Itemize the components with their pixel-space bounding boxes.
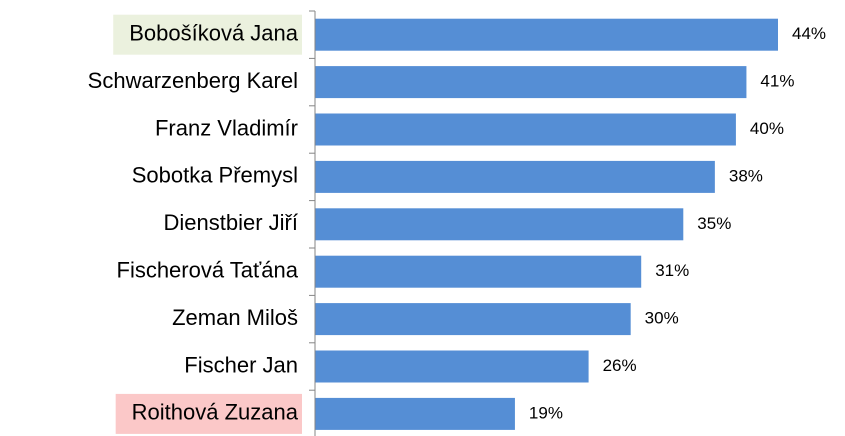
category-label: Fischer Jan xyxy=(184,352,298,377)
bar xyxy=(315,397,515,430)
bar xyxy=(315,255,642,288)
label-highlight xyxy=(115,393,302,434)
value-label: 30% xyxy=(645,309,679,328)
category-label: Sobotka Přemysl xyxy=(132,163,298,188)
bar xyxy=(315,113,736,146)
value-label: 38% xyxy=(729,166,763,185)
value-label: 35% xyxy=(697,214,731,233)
value-label: 44% xyxy=(792,24,826,43)
category-label: Roithová Zuzana xyxy=(132,400,299,425)
value-label: 31% xyxy=(655,261,689,280)
category-label: Dienstbier Jiří xyxy=(164,210,298,235)
bar xyxy=(315,208,684,241)
category-label: Schwarzenberg Karel xyxy=(88,68,298,93)
category-label: Zeman Miloš xyxy=(172,305,298,330)
value-label: 41% xyxy=(760,72,794,91)
category-label: Franz Vladimír xyxy=(155,115,298,140)
bar xyxy=(315,66,747,99)
label-highlight xyxy=(113,14,302,55)
bar xyxy=(315,350,589,383)
value-label: 40% xyxy=(750,119,784,138)
bar xyxy=(315,18,778,51)
category-label: Fischerová Taťána xyxy=(117,258,299,283)
value-label: 26% xyxy=(603,356,637,375)
bar xyxy=(315,160,715,193)
bar xyxy=(315,303,631,336)
category-label: Bobošíková Jana xyxy=(129,21,299,46)
value-label: 19% xyxy=(529,403,563,422)
